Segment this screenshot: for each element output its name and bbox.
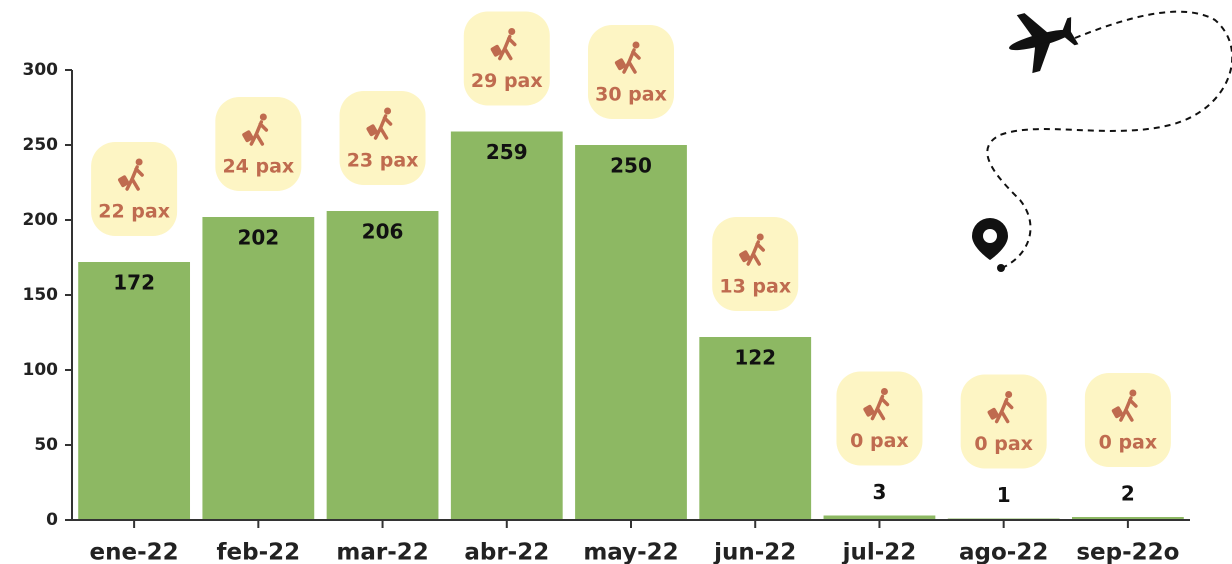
y-tick-label: 200	[23, 210, 59, 230]
y-tick-label: 300	[23, 60, 59, 80]
value-label: 206	[362, 220, 404, 244]
icon-head	[260, 114, 267, 121]
pax-label: 0 pax	[850, 430, 909, 452]
bar	[78, 262, 190, 520]
bar	[327, 211, 439, 520]
icon-head	[881, 388, 888, 395]
pax-label: 23 pax	[347, 150, 419, 172]
value-label: 122	[734, 346, 776, 370]
icon-head	[136, 159, 143, 166]
value-label: 2	[1121, 482, 1135, 506]
icon-head	[1129, 390, 1136, 397]
value-label: 3	[872, 480, 886, 504]
value-label: 250	[610, 154, 652, 178]
value-label: 172	[113, 271, 155, 295]
bar	[575, 145, 687, 520]
pax-label: 0 pax	[1099, 432, 1158, 454]
x-tick-label: sep-22o	[1076, 540, 1179, 564]
y-tick-label: 0	[46, 510, 58, 530]
x-tick-label: feb-22	[217, 540, 301, 564]
pax-label: 22 pax	[98, 201, 170, 223]
bar	[451, 132, 563, 521]
icon-head	[633, 42, 640, 49]
y-tick-label: 100	[23, 360, 59, 380]
x-tick-label: ene-22	[90, 540, 179, 564]
x-tick-label: mar-22	[336, 540, 428, 564]
pax-label: 13 pax	[719, 276, 791, 298]
x-tick-label: may-22	[583, 540, 678, 564]
pax-label: 24 pax	[222, 156, 294, 178]
value-label: 259	[486, 140, 528, 164]
icon-head	[757, 234, 764, 241]
y-tick-label: 50	[34, 435, 58, 455]
pax-label: 29 pax	[471, 70, 543, 92]
x-tick-label: jun-22	[713, 540, 796, 564]
icon-head	[1005, 391, 1012, 398]
value-label: 1	[997, 483, 1011, 507]
icon-head	[508, 28, 515, 35]
value-label: 202	[237, 226, 279, 250]
y-tick-label: 150	[23, 285, 59, 305]
x-tick-label: ago-22	[959, 540, 1048, 564]
y-tick-label: 250	[23, 135, 59, 155]
pax-label: 30 pax	[595, 84, 667, 106]
decoration	[972, 2, 1232, 272]
x-tick-label: jul-22	[842, 540, 917, 564]
pax-label: 0 pax	[974, 433, 1033, 455]
icon-head	[384, 108, 391, 115]
bar	[202, 217, 314, 520]
x-tick-label: abr-22	[464, 540, 549, 564]
chart: 0 50 100 150 200 250 300 172 22 pax ene-22 202 24 p…	[0, 0, 1232, 564]
